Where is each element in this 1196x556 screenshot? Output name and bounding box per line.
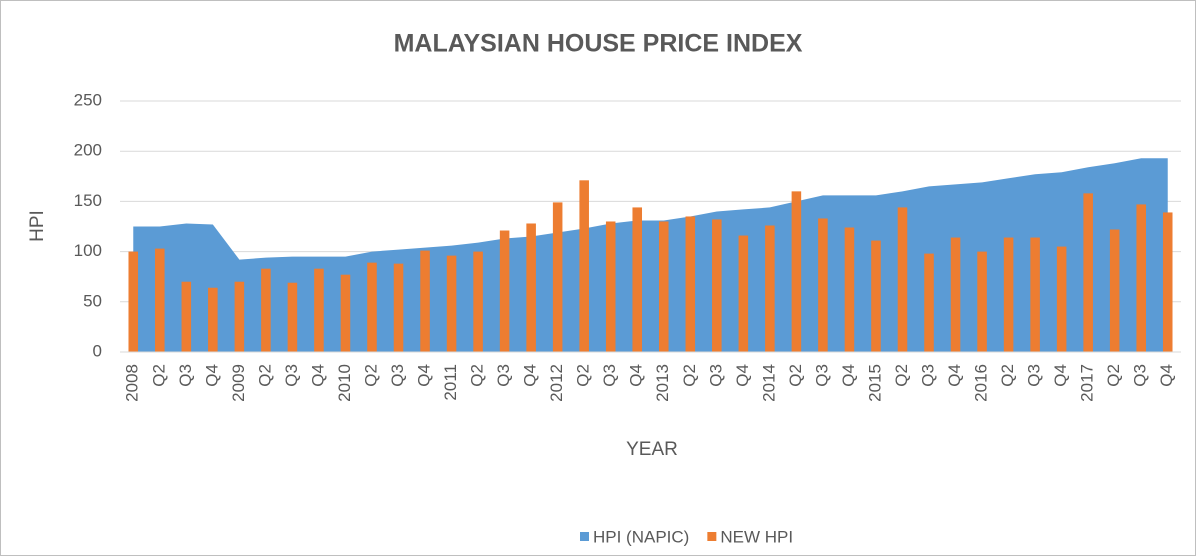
- bar: [791, 191, 802, 352]
- bar: [950, 237, 961, 352]
- bar: [818, 218, 828, 352]
- bar: [340, 274, 351, 352]
- chart-title: MALAYSIAN HOUSE PRICE INDEX: [394, 30, 803, 58]
- bar: [155, 248, 165, 352]
- x-tick-label: Q4: [521, 364, 540, 387]
- bar: [446, 255, 457, 352]
- bar: [473, 251, 483, 352]
- bar: [765, 225, 775, 352]
- x-tick-label: Q2: [998, 364, 1017, 387]
- legend-swatch: [707, 532, 717, 541]
- x-tick-label: Q2: [786, 364, 805, 387]
- bar: [314, 268, 324, 352]
- x-tick-label: Q2: [1104, 364, 1123, 387]
- bar: [393, 263, 404, 352]
- x-tick-label: 2013: [653, 364, 672, 402]
- x-tick-label: Q4: [733, 364, 752, 387]
- y-axis-label: HPI: [27, 210, 48, 242]
- bar: [658, 221, 669, 352]
- x-tick-label: Q4: [415, 364, 434, 387]
- x-tick-label: Q3: [282, 364, 301, 387]
- area: [133, 158, 1168, 352]
- x-tick-label: Q2: [468, 364, 487, 387]
- bar: [712, 219, 722, 352]
- x-tick-label: Q4: [202, 364, 221, 387]
- x-tick-label: 2015: [865, 364, 884, 402]
- x-tick-label: Q3: [600, 364, 619, 387]
- bar: [1030, 237, 1040, 352]
- bar: [738, 235, 749, 352]
- x-tick-label: Q4: [1157, 364, 1176, 387]
- legend-label: HPI (NAPIC): [593, 527, 689, 546]
- bar: [208, 287, 218, 352]
- bar: [234, 281, 245, 352]
- bar: [924, 253, 934, 352]
- x-tick-label: 2016: [972, 364, 991, 402]
- bar: [1162, 212, 1173, 352]
- x-tick-label: Q2: [255, 364, 274, 387]
- x-tick-label: Q3: [176, 364, 195, 387]
- bar: [128, 251, 139, 352]
- y-tick-label: 250: [74, 90, 102, 109]
- y-tick-label: 200: [74, 141, 102, 160]
- x-tick-label: 2017: [1078, 364, 1097, 402]
- x-axis-label: YEAR: [626, 439, 678, 460]
- bar: [552, 202, 563, 352]
- y-tick-label: 150: [74, 191, 102, 210]
- bar: [1056, 246, 1067, 352]
- bar: [1109, 229, 1120, 352]
- x-tick-label: Q3: [1131, 364, 1150, 387]
- bar: [897, 207, 908, 352]
- x-tick-label: Q2: [892, 364, 911, 387]
- bar: [685, 216, 696, 352]
- bar: [977, 251, 987, 352]
- x-tick-label: 2011: [441, 364, 460, 401]
- x-tick-label: Q2: [149, 364, 168, 387]
- bar: [579, 180, 589, 352]
- bar: [181, 281, 192, 352]
- bar: [1136, 204, 1146, 352]
- x-tick-label: Q3: [706, 364, 725, 387]
- x-tick-label: 2008: [123, 364, 142, 402]
- bar: [526, 223, 536, 352]
- x-tick-label: Q3: [918, 364, 937, 387]
- x-tick-label: 2014: [759, 364, 778, 402]
- bar: [871, 240, 881, 352]
- bar: [420, 250, 430, 352]
- bar: [287, 282, 298, 352]
- y-tick-label: 100: [74, 241, 102, 260]
- x-tick-label: 2010: [335, 364, 354, 402]
- x-tick-label: Q2: [574, 364, 593, 387]
- x-tick-label: Q3: [812, 364, 831, 387]
- x-tick-label: Q4: [1051, 364, 1070, 387]
- bar: [844, 227, 855, 352]
- bar: [1003, 237, 1014, 352]
- bar: [1083, 193, 1093, 352]
- x-tick-label: Q4: [627, 364, 646, 387]
- x-tick-label: 2012: [547, 364, 566, 402]
- x-tick-label: Q2: [361, 364, 380, 387]
- x-tick-label: 2009: [229, 364, 248, 402]
- bar: [367, 262, 377, 352]
- bar: [605, 221, 616, 352]
- x-tick-label: Q4: [308, 364, 327, 387]
- x-tick-label: Q3: [1025, 364, 1044, 387]
- legend-label: NEW HPI: [720, 527, 793, 546]
- y-tick-label: 0: [93, 341, 102, 360]
- bar: [632, 207, 643, 352]
- legend-swatch: [580, 532, 589, 541]
- y-tick-label: 50: [83, 291, 102, 310]
- x-tick-label: Q3: [388, 364, 407, 387]
- x-tick-label: Q4: [839, 364, 858, 387]
- x-tick-label: Q4: [945, 364, 964, 387]
- bar: [261, 268, 271, 352]
- x-tick-label: Q2: [680, 364, 699, 387]
- x-tick-label: Q3: [494, 364, 513, 387]
- bar: [499, 230, 510, 352]
